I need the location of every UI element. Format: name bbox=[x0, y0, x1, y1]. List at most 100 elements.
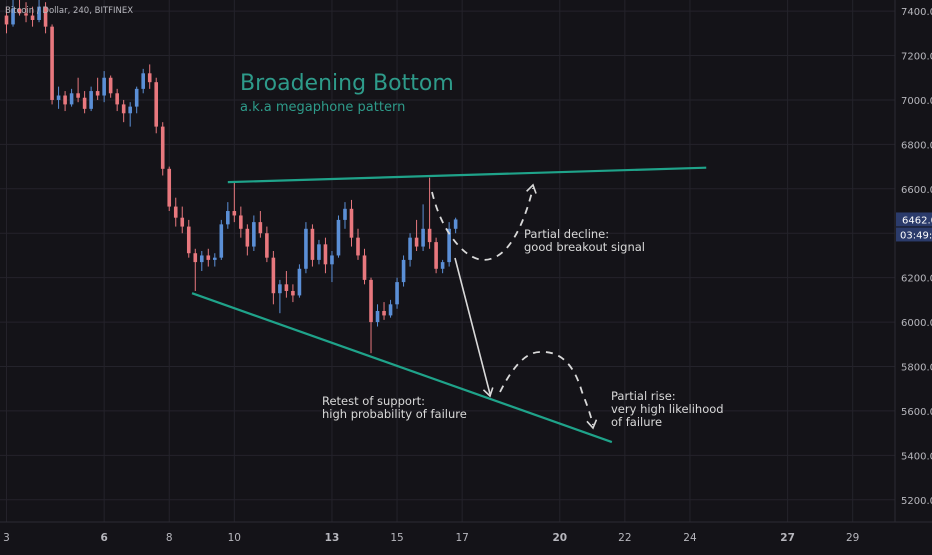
candle-body bbox=[219, 224, 224, 258]
candle-body bbox=[440, 262, 445, 269]
y-tick-label: 5200.0 bbox=[901, 496, 932, 507]
candle-body bbox=[421, 228, 425, 247]
x-tick-label: 17 bbox=[455, 532, 468, 544]
candle-body bbox=[24, 13, 28, 16]
y-tick-label: 7200.0 bbox=[901, 52, 932, 63]
failure-arrow-head bbox=[586, 419, 598, 430]
candle-body bbox=[134, 88, 139, 107]
candle-body bbox=[271, 257, 276, 294]
annotation-partial-decline: good breakout signal bbox=[524, 240, 645, 254]
trendlines bbox=[191, 166, 707, 444]
candle-body bbox=[4, 15, 9, 25]
candle-body bbox=[278, 284, 282, 294]
candle-body bbox=[76, 93, 80, 98]
annotation-partial-rise: of failure bbox=[611, 415, 662, 429]
x-tick-label: 24 bbox=[683, 532, 697, 544]
candle-body bbox=[82, 97, 87, 109]
x-tick-label: 20 bbox=[552, 532, 567, 544]
candle-body bbox=[95, 91, 100, 96]
y-tick-label: 6200.0 bbox=[901, 274, 932, 285]
annotation-partial-rise: very high likelihood bbox=[611, 402, 724, 416]
candle-body bbox=[297, 268, 302, 296]
candle-body bbox=[154, 82, 159, 127]
candle-body bbox=[239, 215, 243, 229]
y-tick-label: 6800.0 bbox=[901, 140, 932, 151]
y-tick-label: 5600.0 bbox=[901, 407, 932, 418]
candle-body bbox=[434, 242, 438, 269]
countdown-badge bbox=[896, 227, 932, 242]
y-tick-label: 5400.0 bbox=[901, 451, 932, 462]
candle-body bbox=[382, 310, 386, 316]
candle-body bbox=[356, 237, 360, 256]
annotation-partial-decline: Partial decline: bbox=[524, 227, 609, 241]
candle-body bbox=[128, 106, 132, 114]
x-tick-label: 13 bbox=[325, 532, 340, 544]
candle-body bbox=[284, 284, 289, 291]
x-tick-label: 6 bbox=[100, 532, 107, 544]
candle-body bbox=[69, 93, 74, 105]
x-tick-label: 29 bbox=[846, 532, 859, 544]
candle-body bbox=[369, 279, 373, 323]
candle-body bbox=[395, 282, 399, 305]
breakout-arrow-head bbox=[526, 183, 537, 194]
candle-body bbox=[89, 91, 93, 109]
candle-body bbox=[50, 26, 54, 100]
annotations: Broadening Bottom a.k.a megaphone pattern… bbox=[5, 6, 724, 429]
candle-body bbox=[349, 208, 354, 238]
candle-body bbox=[108, 77, 113, 94]
candle-body bbox=[167, 168, 172, 207]
candle-body bbox=[343, 208, 347, 220]
retest-arrow bbox=[454, 257, 491, 395]
grid bbox=[0, 0, 895, 522]
candle-body bbox=[141, 73, 145, 89]
y-tick-label: 6000.0 bbox=[901, 318, 932, 329]
y-tick-label: 7400.0 bbox=[901, 7, 932, 18]
current-price-badge bbox=[896, 212, 932, 227]
candle-body bbox=[102, 77, 106, 96]
candle-body bbox=[362, 255, 367, 280]
candle-body bbox=[232, 211, 237, 216]
x-tick-label: 15 bbox=[390, 532, 403, 544]
candle-body bbox=[427, 228, 432, 243]
trendline-support bbox=[191, 292, 613, 444]
candle-body bbox=[330, 255, 334, 265]
candle-body bbox=[115, 93, 119, 105]
candle-body bbox=[160, 126, 165, 169]
candle-body bbox=[245, 228, 250, 247]
candle-body bbox=[37, 6, 41, 20]
candle-body bbox=[323, 244, 328, 265]
candle-body bbox=[291, 290, 295, 296]
candle-body bbox=[30, 15, 35, 20]
candle-body bbox=[375, 310, 380, 323]
countdown-label: 03:49:38 bbox=[900, 230, 932, 241]
candle-body bbox=[213, 257, 217, 260]
candle-body bbox=[252, 222, 256, 247]
y-tick-label: 6600.0 bbox=[901, 185, 932, 196]
candle-body bbox=[453, 219, 458, 229]
projection-arrows bbox=[431, 183, 598, 430]
annotation-retest: high probability of failure bbox=[322, 407, 467, 421]
chart-title: Broadening Bottom bbox=[240, 71, 454, 96]
candle-body bbox=[11, 8, 15, 25]
chart-subtitle: a.k.a megaphone pattern bbox=[240, 100, 405, 115]
candle-body bbox=[408, 237, 412, 260]
candle-body bbox=[180, 217, 185, 227]
trendline-resistance bbox=[227, 166, 707, 184]
x-tick-label: 8 bbox=[166, 532, 173, 544]
x-tick-label: 10 bbox=[228, 532, 241, 544]
candle-body bbox=[147, 73, 152, 83]
y-tick-label: 5800.0 bbox=[901, 363, 932, 374]
annotation-retest: Retest of support: bbox=[322, 394, 425, 408]
candle-body bbox=[173, 206, 178, 218]
annotation-partial-rise: Partial rise: bbox=[611, 389, 676, 403]
candle-body bbox=[56, 95, 61, 100]
y-tick-label: 7000.0 bbox=[901, 96, 932, 107]
candle-body bbox=[17, 8, 22, 14]
candle-body bbox=[388, 304, 393, 316]
current-price-label: 6462.0 bbox=[902, 215, 932, 226]
candle-body bbox=[199, 255, 204, 263]
